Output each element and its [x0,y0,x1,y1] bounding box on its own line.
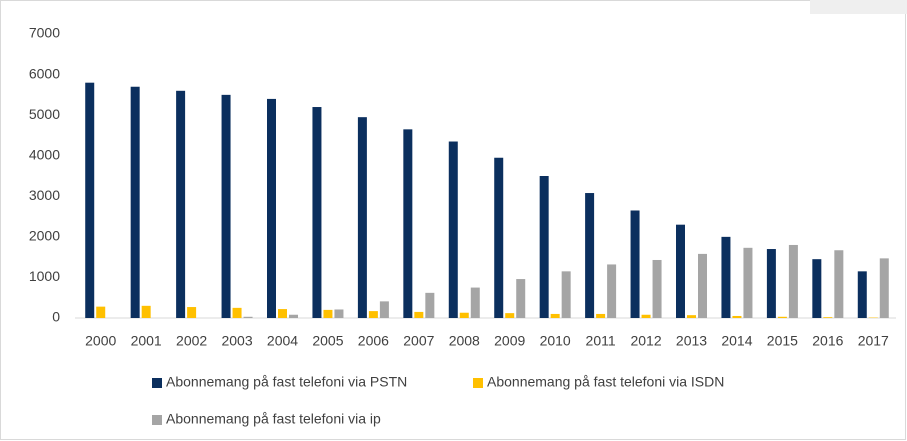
bar [505,313,515,318]
legend-swatch [152,378,162,388]
bar [379,301,389,318]
bar [743,247,753,318]
bar [630,210,640,318]
bar [607,264,617,318]
x-tick-label: 2015 [767,333,798,349]
y-tick-label: 3000 [29,187,60,203]
bar [312,107,322,319]
bar [289,314,298,318]
bar [221,94,231,318]
bar [585,193,595,318]
legend-label: Abonnemang på fast telefoni via PSTN [166,374,407,390]
bar [232,307,242,318]
bar [425,292,435,318]
bar [687,315,696,318]
legend-swatch [152,415,162,425]
bar [732,315,742,318]
bar [357,117,367,319]
bar [85,82,95,318]
bar [448,141,458,318]
x-tick-label: 2003 [221,333,252,349]
bar [857,271,867,318]
bar [96,306,106,318]
bar [823,317,833,318]
y-tick-label: 4000 [29,146,60,162]
bar [812,259,822,318]
x-tick-label: 2000 [85,333,116,349]
bar [788,244,798,318]
bar [470,287,480,318]
x-tick-label: 2001 [131,333,162,349]
bar [141,305,151,318]
corner-box [810,0,907,14]
y-tick-label: 5000 [29,106,60,122]
x-tick-label: 2009 [494,333,525,349]
y-tick-label: 2000 [29,228,60,244]
bar [494,157,504,318]
bar [652,259,662,318]
bar [368,311,378,318]
bar [403,129,413,318]
x-tick-label: 2008 [449,333,480,349]
bar [176,90,186,318]
bar [323,309,333,318]
bar [834,250,844,318]
y-tick-label: 0 [52,309,60,325]
bar [641,314,651,318]
legend-label: Abonnemang på fast telefoni via ISDN [487,374,724,390]
bar [414,311,424,318]
bar [278,309,287,318]
x-tick-label: 2017 [858,333,889,349]
bar [459,312,469,318]
y-tick-label: 1000 [29,268,60,284]
x-tick-label: 2004 [267,333,298,349]
legend-label: Abonnemang på fast telefoni via ip [166,411,381,427]
bar [243,316,253,318]
bar [334,309,344,318]
x-tick-label: 2006 [358,333,389,349]
bar [130,86,140,318]
bar [550,313,560,318]
bar [676,224,685,318]
y-tick-label: 6000 [29,65,60,81]
x-tick-label: 2014 [721,333,752,349]
x-tick-label: 2010 [540,333,571,349]
bar [516,279,526,318]
x-tick-label: 2013 [676,333,707,349]
bar [879,258,889,318]
x-tick-label: 2011 [586,333,616,349]
bar [721,236,731,318]
x-tick-label: 2007 [403,333,434,349]
bar [766,249,776,318]
x-tick-label: 2016 [812,333,843,349]
bar [596,313,606,318]
legend-swatch [473,378,483,388]
bar [187,307,197,318]
x-tick-label: 2012 [630,333,661,349]
x-tick-label: 2005 [312,333,343,349]
bar [539,176,549,318]
bar [777,316,787,318]
bar [561,271,571,318]
bar [267,98,276,319]
x-tick-label: 2002 [176,333,207,349]
y-tick-label: 7000 [29,25,60,41]
bar [698,253,707,318]
